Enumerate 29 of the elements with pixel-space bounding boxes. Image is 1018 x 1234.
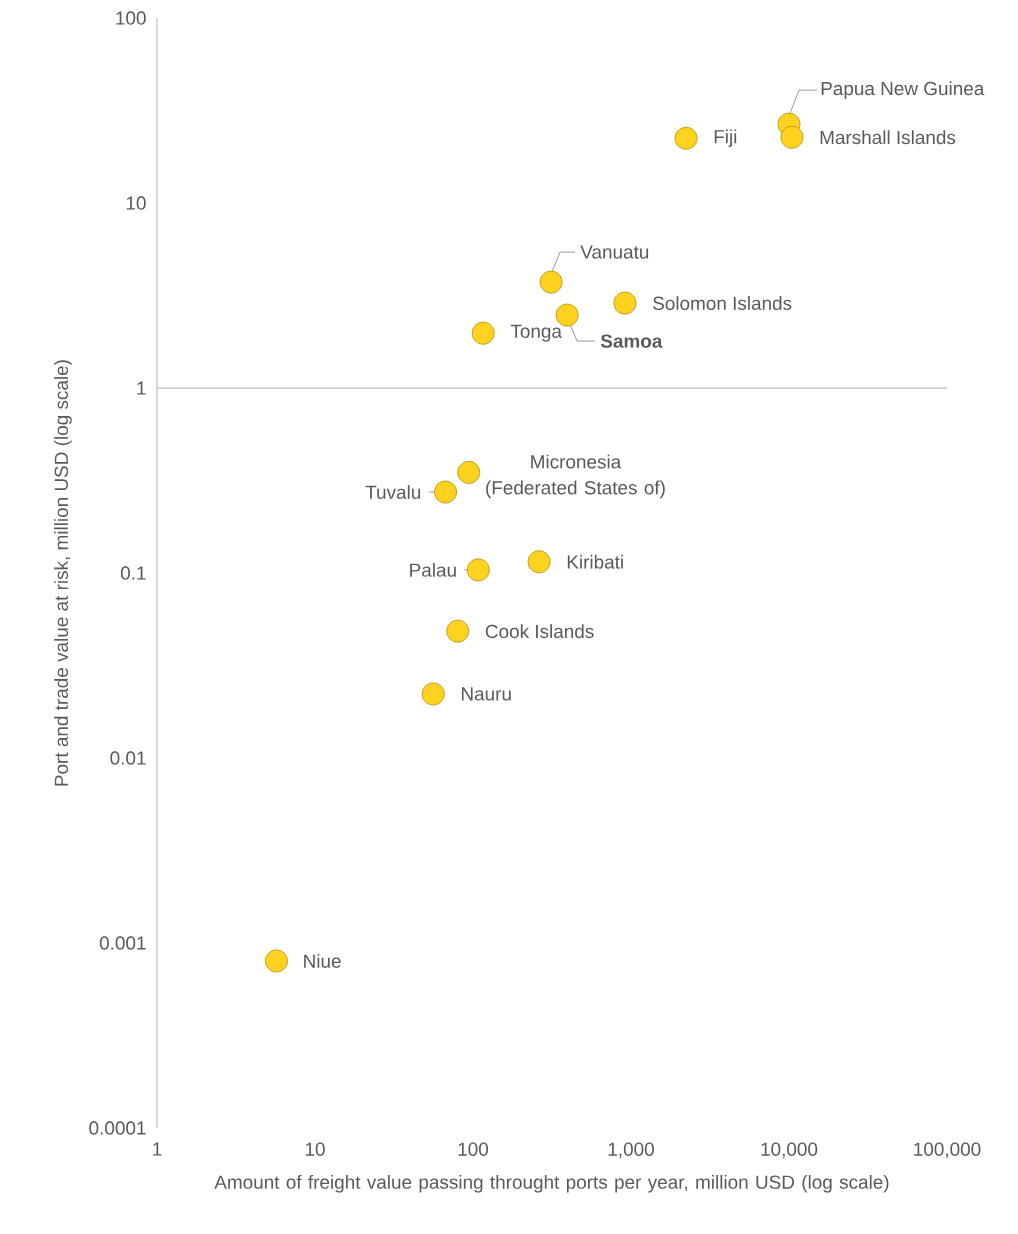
y-tick-label: 0.0001	[89, 1121, 146, 1135]
annotation: Nauru	[461, 687, 511, 701]
y-axis-title: Port and trade value at risk, million USD (log scale)	[54, 360, 72, 786]
annotation: Palau	[410, 562, 456, 577]
y-tick-label: 10	[126, 196, 146, 210]
annotation: Samoa	[600, 334, 663, 348]
annotation: Marshall Islands	[820, 130, 956, 145]
annotation: Cook Islands	[485, 624, 594, 639]
x-tick-label: 10	[305, 1142, 325, 1156]
annotation: Vanuatu	[580, 245, 649, 259]
x-tick-label: 10,000	[761, 1142, 818, 1159]
x-tick-label: 1,000	[608, 1142, 654, 1159]
annotation: Niue	[304, 953, 341, 968]
x-tick-label: 1	[153, 1142, 162, 1156]
x-tick-label: 100,000	[914, 1142, 981, 1159]
annotation: Micronesia (Federated States of)	[486, 454, 665, 499]
annotation: Kiribati	[567, 554, 623, 569]
y-tick-label: 0.01	[110, 751, 146, 765]
annotation: Fiji	[714, 129, 737, 148]
annotation: Tuvalu	[365, 485, 421, 500]
y-tick-label: 0.1	[120, 566, 146, 580]
y-tick-label: 0.001	[99, 936, 146, 950]
y-tick-label: 1	[137, 381, 146, 395]
annotation: Solomon Islands	[653, 296, 792, 311]
annotation: Tonga	[510, 324, 562, 342]
y-tick-label: 100	[116, 11, 146, 25]
x-axis-title: Amount of freight value passing throught ports per year, million USD (log scale)	[214, 1174, 889, 1193]
x-tick-label: 100	[458, 1142, 489, 1156]
annotation: Papua New Guinea	[821, 81, 985, 99]
